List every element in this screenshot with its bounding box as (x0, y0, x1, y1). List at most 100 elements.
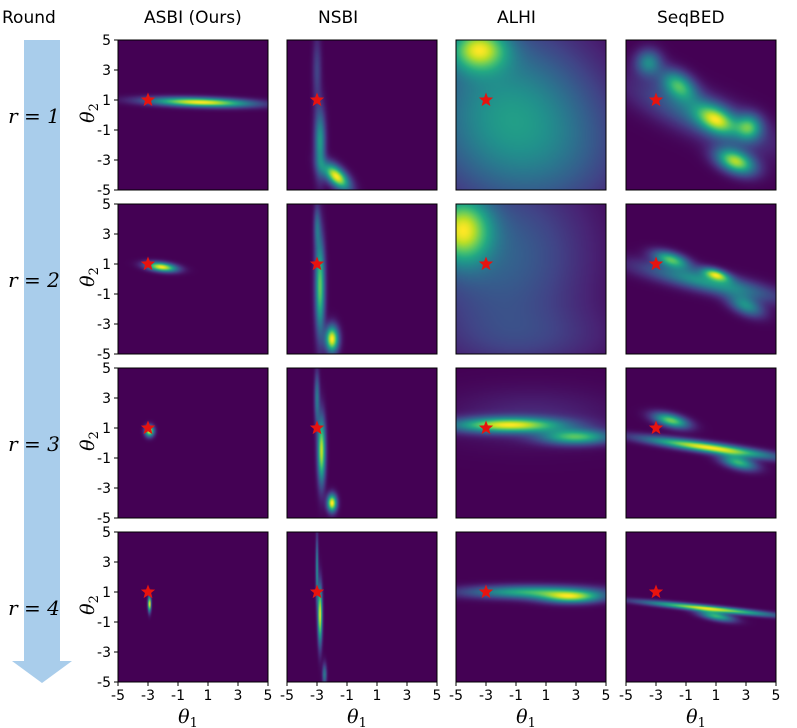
posterior-heatmap (118, 40, 268, 190)
y-tick-label: -5 (97, 347, 111, 363)
round-label: r = 3 (8, 432, 60, 456)
posterior-panel (455, 203, 607, 355)
true-parameter-star (478, 256, 494, 271)
posterior-heatmap (287, 368, 437, 518)
x-tick-label: 3 (742, 688, 751, 704)
x-tick-label: 5 (264, 688, 273, 704)
panel-frame (625, 39, 777, 191)
panel-frame (455, 367, 607, 519)
y-tick-label: 1 (102, 585, 111, 601)
column-header-nsbi: NSBI (318, 8, 359, 28)
true-parameter-star (309, 256, 325, 271)
panel-frame (286, 203, 438, 355)
posterior-heatmap (287, 204, 437, 354)
true-parameter-star (140, 256, 156, 271)
y-tick-label: -1 (97, 123, 111, 139)
true-parameter-star (140, 584, 156, 599)
x-tick-label: 5 (772, 688, 781, 704)
posterior-panel: -5 -3 -1 1 3 5 θ1 (280, 531, 441, 728)
true-parameter-star (309, 584, 325, 599)
x-tick-label: 3 (403, 688, 412, 704)
y-tick-label: 3 (102, 391, 111, 407)
y-tick-label: 3 (102, 63, 111, 79)
y-tick-label: -3 (97, 153, 111, 169)
arrow-shaft (24, 40, 60, 662)
posterior-panel (455, 39, 607, 191)
posterior-heatmap (456, 368, 606, 518)
panel-frame (625, 203, 777, 355)
column-header-asbi: ASBI (Ours) (144, 8, 242, 28)
x-tick-label: -5 (619, 688, 633, 704)
posterior-heatmap (456, 40, 606, 190)
true-parameter-star (648, 420, 664, 435)
y-tick-label: -3 (97, 481, 111, 497)
panels: 5 3 1 -1 -3 -5 θ2 5 3 1 -1 -3 -5 θ2 5 3 1 -1 -3 -5 θ2 5 3 1 -1 -3… (77, 33, 780, 728)
true-parameter-star (140, 92, 156, 107)
posterior-heatmap (287, 40, 437, 190)
posterior-heatmap (118, 532, 268, 682)
true-parameter-star (478, 584, 494, 599)
posterior-panel (455, 367, 607, 519)
y-tick-label: -5 (97, 675, 111, 691)
y-tick-label: -5 (97, 511, 111, 527)
x-tick-label: 5 (602, 688, 611, 704)
x-tick-label: -1 (340, 688, 354, 704)
y-axis-label: θ2 (77, 103, 102, 123)
posterior-heatmap (118, 204, 268, 354)
x-tick-label: 1 (542, 688, 551, 704)
y-tick-label: 1 (102, 421, 111, 437)
posterior-heatmap (456, 204, 606, 354)
x-tick-label: -5 (111, 688, 125, 704)
posterior-heatmap (626, 204, 776, 354)
x-tick-label: -1 (679, 688, 693, 704)
posterior-heatmap (626, 40, 776, 190)
posterior-panel (625, 39, 777, 191)
y-tick-label: 5 (102, 525, 111, 541)
column-header-alhi: ALHI (497, 8, 536, 28)
y-tick-label: 5 (102, 33, 111, 49)
posterior-panel: -5 -3 -1 1 3 5 θ1 (619, 531, 781, 728)
round-header: Round (2, 8, 56, 28)
true-parameter-star (309, 92, 325, 107)
x-tick-label: 1 (373, 688, 382, 704)
x-tick-label: -1 (171, 688, 185, 704)
true-parameter-star (648, 584, 664, 599)
posterior-heatmap (456, 532, 606, 682)
true-parameter-star (309, 420, 325, 435)
true-parameter-star (478, 92, 494, 107)
y-tick-label: 1 (102, 257, 111, 273)
panel-frame (455, 531, 607, 683)
x-tick-label: -3 (649, 688, 663, 704)
posterior-panel (286, 39, 438, 191)
posterior-heatmap (626, 532, 776, 682)
panel-frame (455, 203, 607, 355)
panel-frame (286, 367, 438, 519)
x-tick-label: 1 (712, 688, 721, 704)
column-header-seqbed: SeqBED (657, 8, 725, 28)
y-tick-label: -5 (97, 183, 111, 199)
panel-frame (117, 39, 269, 191)
true-parameter-star (648, 92, 664, 107)
round-labels: r = 1 r = 2 r = 3 r = 4 (8, 104, 60, 620)
posterior-panel: 5 3 1 -1 -3 -5 θ2 (77, 361, 269, 527)
x-tick-label: 3 (234, 688, 243, 704)
x-tick-label: 1 (204, 688, 213, 704)
true-parameter-star (648, 256, 664, 271)
x-tick-label: -5 (449, 688, 463, 704)
y-tick-label: 1 (102, 93, 111, 109)
panel-frame (286, 531, 438, 683)
panel-frame (625, 367, 777, 519)
arrow-head (12, 661, 72, 683)
panel-frame (455, 39, 607, 191)
posterior-panel (625, 367, 777, 519)
round-label: r = 1 (8, 104, 60, 128)
panel-frame (117, 367, 269, 519)
y-axis-label: θ2 (77, 267, 102, 287)
x-tick-label: -1 (509, 688, 523, 704)
posterior-panel (286, 367, 438, 519)
posterior-heatmap (287, 532, 437, 682)
posterior-heatmap (118, 368, 268, 518)
y-tick-label: -1 (97, 615, 111, 631)
x-tick-label: -3 (310, 688, 324, 704)
